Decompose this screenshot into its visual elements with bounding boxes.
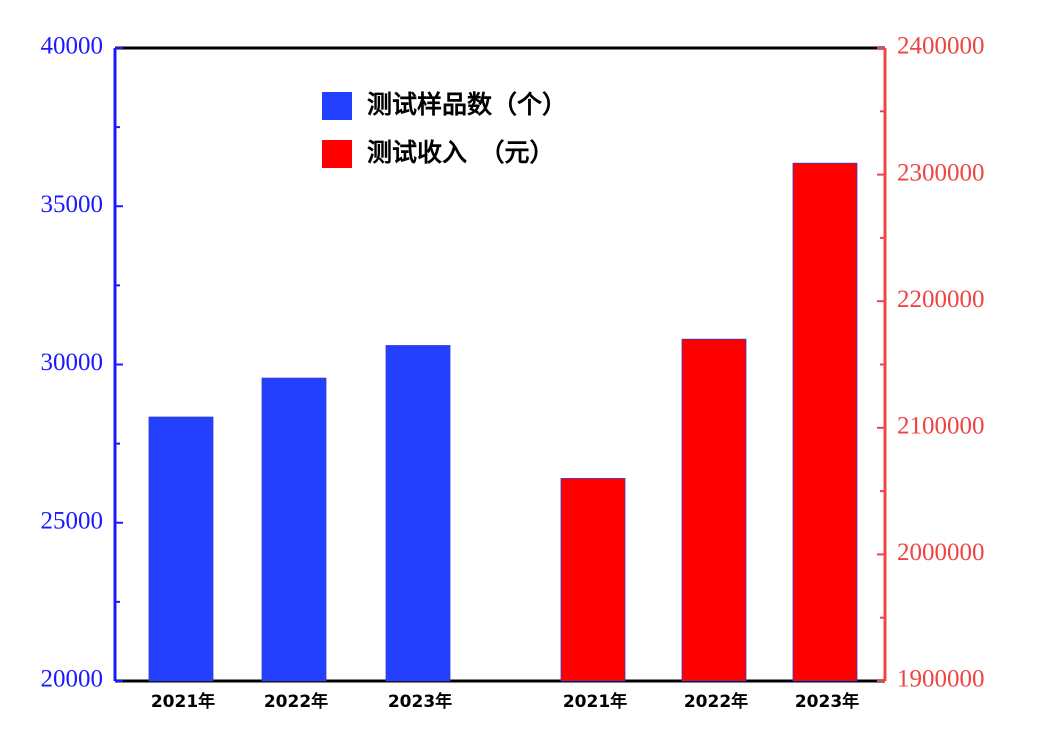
- x-tick-label: 2022年: [684, 691, 748, 712]
- bar: [681, 338, 747, 682]
- x-tick-label: 2021年: [563, 691, 627, 712]
- y2-tick-label: 2200000: [897, 286, 985, 313]
- bar: [792, 162, 858, 682]
- y-tick-label: 30000: [41, 349, 104, 376]
- y2-tick-label: 2000000: [897, 539, 985, 566]
- y-tick-label: 35000: [41, 191, 104, 218]
- y2-tick-label: 2300000: [897, 159, 985, 186]
- legend-swatch: [322, 92, 352, 120]
- bar: [148, 416, 214, 682]
- legend-swatch: [322, 140, 352, 168]
- bar: [261, 377, 327, 682]
- bar: [560, 478, 626, 682]
- legend-label: 测试收入 （元）: [367, 138, 555, 167]
- y-tick-label: 25000: [41, 507, 104, 534]
- y-tick-label: 40000: [41, 33, 104, 60]
- y2-tick-label: 2400000: [897, 33, 985, 60]
- legend-label: 测试样品数（个）: [367, 90, 567, 119]
- bar: [385, 345, 451, 682]
- x-tick-label: 2022年: [264, 691, 328, 712]
- y2-tick-label: 2100000: [897, 413, 985, 440]
- x-tick-label: 2023年: [388, 691, 452, 712]
- x-tick-label: 2023年: [795, 691, 859, 712]
- y-tick-label: 20000: [41, 666, 104, 693]
- y2-tick-label: 1900000: [897, 666, 985, 693]
- x-tick-label: 2021年: [151, 691, 215, 712]
